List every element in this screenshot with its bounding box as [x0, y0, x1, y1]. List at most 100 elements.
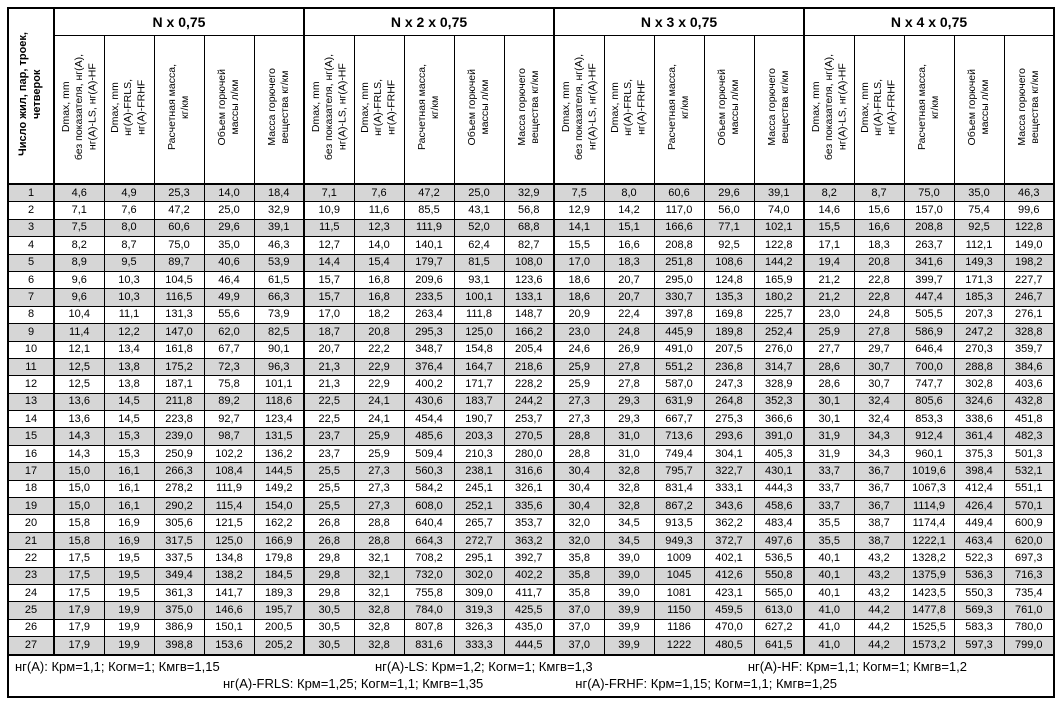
column-header-flammable-volume-label: Объем горючей массы л/км [965, 68, 991, 146]
row-number-cell: 20 [7, 514, 55, 533]
table-cell: 60,6 [653, 183, 705, 203]
table-cell: 26,8 [303, 531, 355, 551]
table-cell: 24,1 [353, 410, 405, 429]
table-cell: 154,0 [253, 497, 305, 516]
table-cell: 15,0 [53, 462, 105, 481]
table-cell: 55,6 [203, 305, 255, 325]
column-header-dmax-base-g4: Dmax, mm без показателя, нг(А), нг(А)-LS… [803, 35, 855, 185]
table-cell: 17,5 [53, 566, 105, 585]
table-cell: 46,3 [253, 236, 305, 255]
table-cell: 8,9 [53, 253, 105, 272]
table-cell: 75,0 [903, 183, 955, 203]
table-cell: 166,9 [253, 531, 305, 551]
table-cell: 81,5 [453, 253, 505, 272]
table-cell: 144,5 [253, 462, 305, 481]
table-cell: 15,6 [853, 201, 905, 220]
table-cell: 108,0 [503, 253, 555, 272]
table-cell: 272,7 [453, 531, 505, 551]
table-cell: 536,5 [753, 549, 805, 568]
table-cell: 171,3 [953, 270, 1005, 290]
table-cell: 34,3 [853, 427, 905, 446]
table-cell: 36,7 [853, 497, 905, 516]
table-cell: 75,4 [953, 201, 1005, 220]
table-cell: 18,3 [603, 253, 655, 272]
table-cell: 1423,5 [903, 583, 955, 603]
table-cell: 485,6 [403, 427, 455, 446]
table-cell: 253,7 [503, 410, 555, 429]
table-cell: 39,9 [603, 601, 655, 620]
table-cell: 61,5 [253, 270, 305, 290]
table-cell: 411,7 [503, 583, 555, 603]
table-row: 16 14,3 15,3 250,9 102,2 136,2 23,7 25,9 509,4 21… [7, 444, 1055, 464]
table-cell: 550,3 [953, 583, 1005, 603]
table-cell: 82,7 [503, 236, 555, 255]
table-row: 3 7,5 8,0 60,6 29,6 39,1 11,5 12,3 111,9 52,0 68,8… [7, 218, 1055, 238]
table-cell: 32,8 [603, 479, 655, 499]
table-cell: 31,0 [603, 444, 655, 464]
table-cell: 32,1 [353, 566, 405, 585]
table-cell: 330,7 [653, 288, 705, 307]
column-header-calc-mass-label: Расчетная масса, кг/км [665, 64, 691, 150]
table-cell: 30,7 [853, 375, 905, 394]
table-cell: 13,4 [103, 340, 155, 359]
table-cell: 39,0 [603, 566, 655, 585]
table-cell: 34,5 [603, 531, 655, 551]
column-header-flammable-volume-label: Объем горючей массы л/км [465, 68, 491, 146]
table-cell: 29,3 [603, 392, 655, 412]
table-cell: 21,2 [803, 288, 855, 307]
table-cell: 16,1 [103, 462, 155, 481]
table-cell: 426,4 [953, 497, 1005, 516]
column-header-dmax-base-g1: Dmax, mm без показателя, нг(А), нг(А)-LS… [53, 35, 105, 185]
table-cell: 147,0 [153, 323, 205, 342]
table-cell: 497,6 [753, 531, 805, 551]
table-cell: 29,3 [603, 410, 655, 429]
table-cell: 8,0 [103, 218, 155, 238]
table-cell: 22,8 [853, 288, 905, 307]
table-cell: 17,0 [553, 253, 605, 272]
table-cell: 11,4 [53, 323, 105, 342]
table-cell: 1573,2 [903, 636, 955, 656]
table-cell: 32,0 [553, 531, 605, 551]
table-cell: 23,7 [303, 427, 355, 446]
table-cell: 90,1 [253, 340, 305, 359]
table-cell: 25,0 [453, 183, 505, 203]
table-cell: 444,5 [503, 636, 555, 656]
table-cell: 252,1 [453, 497, 505, 516]
table-cell: 17,1 [803, 236, 855, 255]
table-cell: 138,2 [203, 566, 255, 585]
row-number-cell: 8 [7, 305, 55, 325]
column-header-flammable-mass-g2: Масса горючего вещества кг/км [503, 35, 555, 185]
table-cell: 11,5 [303, 218, 355, 238]
table-cell: 32,1 [353, 549, 405, 568]
table-cell: 153,6 [203, 636, 255, 656]
table-cell: 522,3 [953, 549, 1005, 568]
table-cell: 26,8 [303, 514, 355, 533]
table-cell: 641,5 [753, 636, 805, 656]
table-cell: 392,7 [503, 549, 555, 568]
table-cell: 27,7 [803, 340, 855, 359]
table-cell: 805,6 [903, 392, 955, 412]
table-cell: 96,3 [253, 357, 305, 377]
table-cell: 28,8 [553, 444, 605, 464]
table-cell: 171,7 [453, 375, 505, 394]
table-cell: 761,0 [1003, 601, 1055, 620]
table-cell: 38,7 [853, 531, 905, 551]
row-number-cell: 18 [7, 479, 55, 499]
table-cell: 15,8 [53, 531, 105, 551]
table-cell: 9,6 [53, 288, 105, 307]
table-cell: 620,0 [1003, 531, 1055, 551]
table-row: 27 17,9 19,9 398,8 153,6 205,2 30,5 32,8 831,6 33… [7, 636, 1055, 656]
table-cell: 15,0 [53, 479, 105, 499]
table-cell: 335,6 [503, 497, 555, 516]
table-cell: 43,2 [853, 566, 905, 585]
table-cell: 747,7 [903, 375, 955, 394]
table-cell: 15,0 [53, 497, 105, 516]
table-cell: 570,1 [1003, 497, 1055, 516]
table-cell: 454,4 [403, 410, 455, 429]
table-cell: 14,4 [303, 253, 355, 272]
table-cell: 302,0 [453, 566, 505, 585]
column-header-calc-mass-g3: Расчетная масса, кг/км [653, 35, 705, 185]
table-cell: 8,2 [803, 183, 855, 203]
column-header-calc-mass-label: Расчетная масса, кг/км [915, 64, 941, 150]
table-cell: 293,6 [703, 427, 755, 446]
